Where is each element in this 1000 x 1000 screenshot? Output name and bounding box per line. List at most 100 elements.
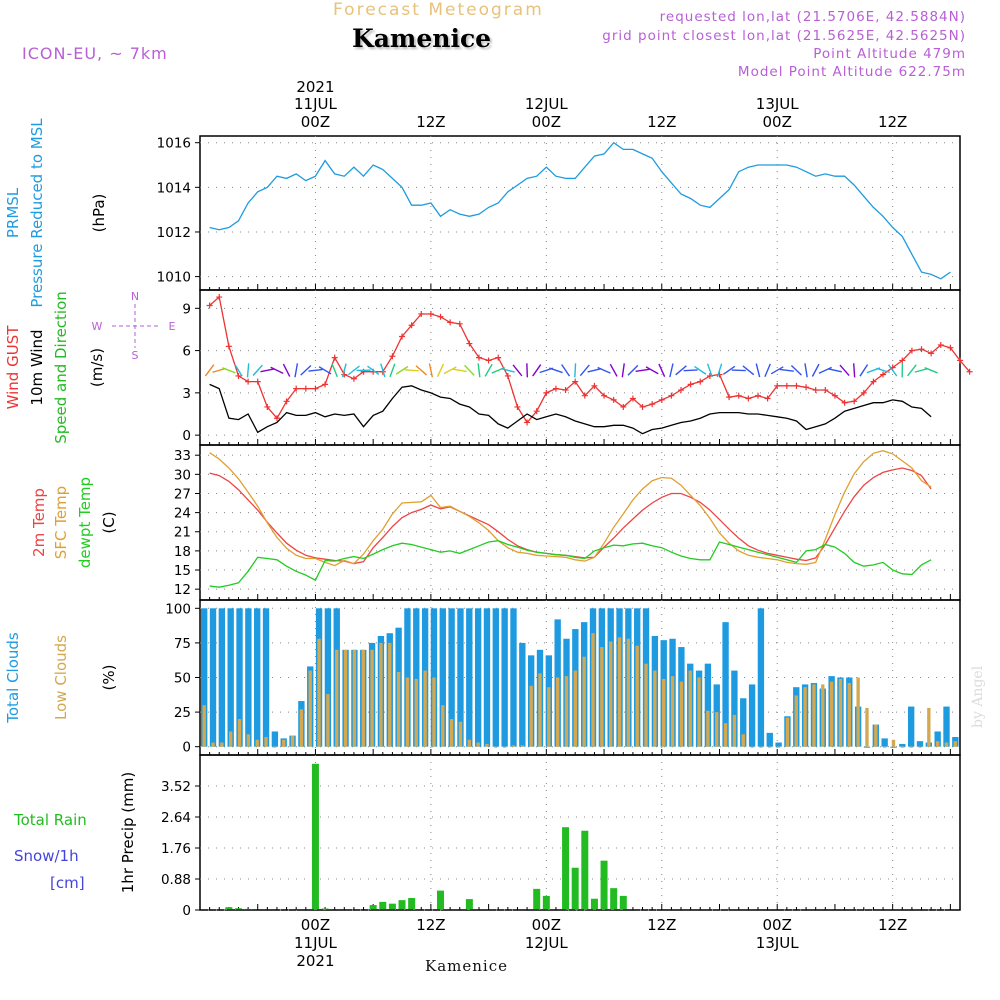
rain-bar: [225, 907, 233, 910]
total-cloud-bar: [236, 608, 243, 747]
total-cloud-bar: [209, 608, 217, 747]
compass-w: W: [92, 320, 103, 333]
rain-bar: [542, 895, 550, 910]
low-cloud-bar: [706, 710, 710, 747]
low-cloud-bar: [494, 746, 498, 748]
wind-direction-arrow: [436, 363, 445, 377]
gust-marker: [966, 368, 973, 375]
low-cloud-bar: [600, 647, 604, 747]
compass-s: S: [132, 349, 139, 362]
gust-marker: [822, 387, 829, 394]
total-cloud-bar: [492, 608, 499, 747]
wind-direction-arrow: [675, 365, 687, 376]
wind-direction-arrow: [669, 363, 674, 378]
gust-marker: [581, 392, 588, 399]
wind-direction-arrow: [790, 364, 802, 376]
y-tick-label: 25: [174, 705, 191, 721]
low-cloud-bar: [361, 649, 365, 747]
wind-direction-arrow: [484, 363, 493, 377]
gust-marker: [206, 302, 213, 309]
low-cloud-bar: [865, 707, 869, 747]
wind-direction-arrow: [770, 366, 784, 375]
low-cloud-bar: [220, 742, 224, 747]
low-cloud-bar: [856, 677, 860, 747]
top-time-label: 12Z: [416, 113, 445, 131]
gust-marker: [273, 415, 280, 422]
wind-direction-arrow: [658, 363, 666, 377]
low-cloud-bar: [927, 707, 931, 747]
wind-direction-arrow: [706, 363, 713, 378]
credit-watermark: by Angel: [970, 665, 986, 728]
rain-bar: [581, 830, 589, 910]
wind-direction-arrow: [621, 363, 625, 378]
low-cloud-bar: [449, 719, 454, 747]
low-cloud-bar: [317, 638, 321, 747]
panel-frame-clouds: [199, 599, 961, 756]
top-date-label: 13JUL: [756, 95, 799, 113]
gust-marker: [437, 313, 444, 320]
axis-label-precip: 1hr Precip (mm): [119, 772, 137, 893]
bottom-date-label: 13JUL: [756, 934, 799, 952]
low-cloud-bar: [467, 739, 471, 747]
y-tick-label: 1012: [157, 225, 191, 241]
low-cloud-bar: [529, 685, 533, 747]
axis-label-pressure: PRMSL: [4, 187, 22, 238]
gust-marker: [427, 310, 434, 317]
wind-direction-arrow: [308, 368, 323, 372]
low-cloud-bar: [476, 742, 480, 747]
gust-marker: [870, 378, 877, 385]
gust-marker: [629, 395, 636, 402]
top-year-label: 2021: [296, 78, 334, 96]
wind-direction-arrow: [300, 365, 312, 376]
rain-bar: [408, 898, 416, 910]
gust-marker: [322, 381, 329, 388]
y-tick-label: 33: [174, 448, 191, 464]
low-cloud-bar: [626, 638, 631, 747]
total-cloud-bar: [863, 746, 871, 748]
wind-direction-arrow: [367, 365, 380, 375]
wind-direction-arrow: [270, 366, 284, 375]
low-cloud-bar: [679, 681, 684, 747]
series-line-sfc-temp: [209, 450, 932, 567]
bottom-year-label: 2021: [296, 952, 334, 970]
gust-marker: [399, 333, 406, 340]
y-tick-label: 1014: [157, 180, 191, 196]
low-cloud-bar: [299, 709, 304, 747]
total-cloud-bar: [254, 608, 261, 747]
wind-direction-arrow: [876, 367, 890, 374]
low-cloud-bar: [829, 681, 834, 747]
y-tick-label: 50: [174, 671, 191, 687]
low-cloud-bar: [688, 670, 692, 747]
low-cloud-bar: [838, 678, 843, 747]
gust-marker: [254, 378, 261, 385]
gust-marker: [812, 387, 819, 394]
y-tick-label: 0: [182, 740, 191, 756]
low-cloud-bar: [237, 719, 242, 747]
total-cloud-bar: [510, 608, 517, 747]
gust-marker: [957, 357, 963, 364]
wind-direction-arrow: [579, 364, 590, 377]
low-cloud-bar: [900, 746, 904, 748]
total-cloud-bar: [899, 743, 906, 747]
gust-marker: [572, 378, 579, 385]
gust-marker: [774, 382, 781, 389]
bottom-time-label: 00Z: [532, 916, 561, 934]
low-cloud-bar: [485, 743, 489, 747]
gust-marker: [764, 395, 771, 402]
low-cloud-bar: [662, 678, 666, 747]
low-cloud-bar: [441, 705, 445, 747]
total-cloud-bar: [474, 608, 482, 747]
wind-direction-arrow: [839, 364, 850, 377]
gust-marker: [687, 381, 694, 388]
gust-marker: [831, 392, 838, 399]
wind-direction-arrow: [318, 366, 332, 375]
point-altitude: Point Altitude 479m: [813, 46, 966, 62]
low-cloud-bar: [874, 724, 878, 747]
bottom-time-label: 00Z: [763, 916, 792, 934]
low-cloud-bar: [635, 645, 639, 747]
gust-marker: [620, 403, 627, 410]
gust-marker: [860, 389, 867, 396]
gust-marker: [389, 353, 396, 360]
bottom-time-label: 00Z: [301, 916, 330, 934]
axis-label-wind: 10m Wind: [28, 329, 46, 405]
